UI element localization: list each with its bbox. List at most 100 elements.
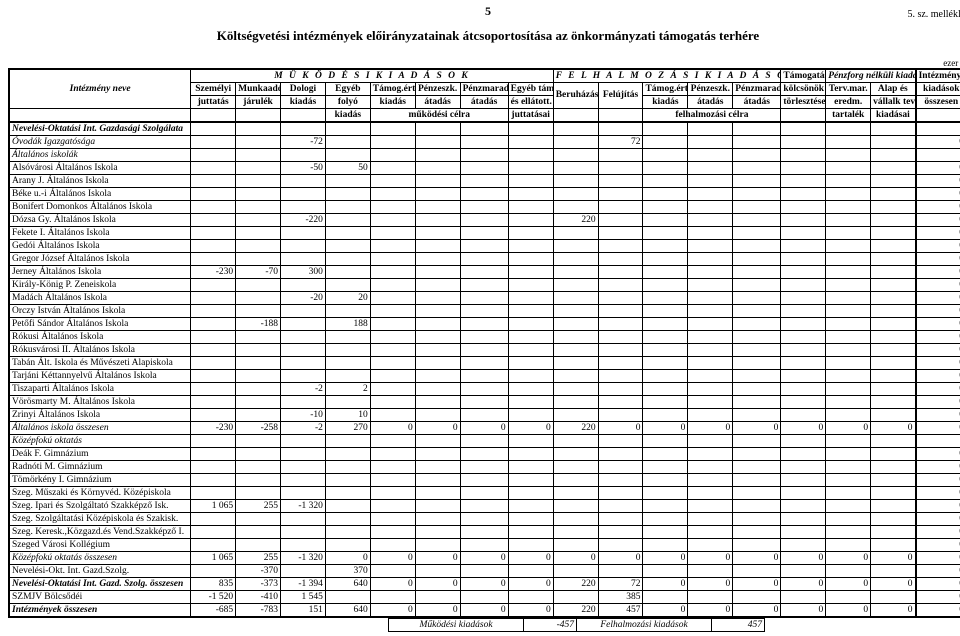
footer-right-label: Felhalmozási kiadások [577,619,712,632]
cell [781,357,826,370]
row-name: Általános iskola összesen [9,422,191,435]
cell: 220 [553,604,598,618]
row-name: Orczy István Általános Iskola [9,305,191,318]
cell [871,461,916,474]
h2-c5: kiadás [370,96,415,109]
cell [281,201,326,214]
cell [598,331,643,344]
cell [508,149,553,162]
cell [598,370,643,383]
cell [460,344,508,357]
table-row: Fekete I. Általános Iskola0 [9,227,960,240]
row-name: Tabán Ált. Iskola és Művészeti Alapiskol… [9,357,191,370]
row-name: Gedói Általános Iskola [9,240,191,253]
cell [553,526,598,539]
cell [871,201,916,214]
cell: 640 [325,604,370,618]
cell [643,305,688,318]
cell [281,344,326,357]
cell: 151 [281,604,326,618]
cell [370,448,415,461]
cell: -2 [281,383,326,396]
cell [370,292,415,305]
row-name: Nevelési-Okt. Int. Gazd.Szolg. [9,565,191,578]
cell [191,240,236,253]
h2-c7: átadás [460,96,508,109]
h2-c17: összesen [916,96,960,109]
cell [871,357,916,370]
cell [281,253,326,266]
h3-c6: kiadásai [871,109,916,123]
cell [781,526,826,539]
cell [871,331,916,344]
cell [325,539,370,552]
cell [191,383,236,396]
cell: 0 [916,526,960,539]
cell [733,513,781,526]
cell [781,149,826,162]
cell [415,253,460,266]
cell [236,539,281,552]
cell: -258 [236,422,281,435]
cell [281,240,326,253]
cell [871,136,916,149]
cell [781,266,826,279]
cell [781,565,826,578]
cell: 0 [553,552,598,565]
cell [688,331,733,344]
cell [415,539,460,552]
cell [688,318,733,331]
cell [325,201,370,214]
budget-table: Intézmény neve M Ű K Ö D É S I K I A D Á… [8,68,960,618]
row-name: Király-König P. Zeneiskola [9,279,191,292]
cell [643,474,688,487]
cell: 0 [688,422,733,435]
cell [415,318,460,331]
cell [553,500,598,513]
h1-c4: Egyéb [325,83,370,96]
cell [688,474,733,487]
cell: 270 [325,422,370,435]
h2-c14: törlesztése [781,96,826,109]
cell [325,461,370,474]
table-row: Rókusi Általános Iskola0 [9,331,960,344]
cell [733,122,781,136]
cell [688,122,733,136]
table-row: Madách Általános Iskola-20200 [9,292,960,305]
cell: -1 394 [281,578,326,591]
cell [643,370,688,383]
cell: 0 [826,422,871,435]
cell [733,318,781,331]
cell [191,396,236,409]
cell: 0 [916,279,960,292]
cell: 0 [688,578,733,591]
cell [643,344,688,357]
cell [733,500,781,513]
cell [781,409,826,422]
cell: 0 [916,214,960,227]
cell [826,565,871,578]
cell [553,565,598,578]
cell: 0 [871,578,916,591]
cell: 0 [415,422,460,435]
cell [826,136,871,149]
h2-c11: kiadás [643,96,688,109]
cell [281,513,326,526]
col-name: Intézmény neve [9,69,191,109]
cell [688,448,733,461]
cell [281,461,326,474]
cell [871,370,916,383]
cell [553,396,598,409]
cell [826,357,871,370]
cell [281,370,326,383]
cell [688,227,733,240]
cell: 0 [733,422,781,435]
cell [191,409,236,422]
cell [236,383,281,396]
cell: 0 [916,266,960,279]
cell [508,292,553,305]
cell: 0 [370,604,415,618]
cell: 10 [325,409,370,422]
cell [281,448,326,461]
cell [191,279,236,292]
